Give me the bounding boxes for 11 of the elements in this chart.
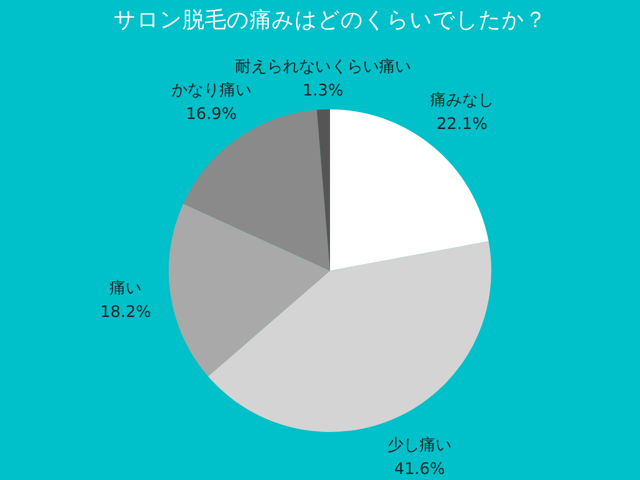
slice-label: 少し痛い xyxy=(388,434,452,454)
slice-label: かなり痛い xyxy=(171,80,252,99)
data-label: 18.2% xyxy=(100,302,152,322)
slice-label: 耐えられないくらい痛い xyxy=(234,56,411,76)
data-label: 41.6% xyxy=(394,458,445,478)
data-label: 16.9% xyxy=(186,104,237,123)
data-label: 22.1% xyxy=(436,114,488,134)
data-label: 1.3% xyxy=(302,80,344,100)
chart-title: サロン脱毛の痛みはどのくらいでしたか？ xyxy=(114,8,546,33)
slice-label: 痛い xyxy=(110,278,142,298)
slice-label: 痛みなし xyxy=(430,90,494,110)
